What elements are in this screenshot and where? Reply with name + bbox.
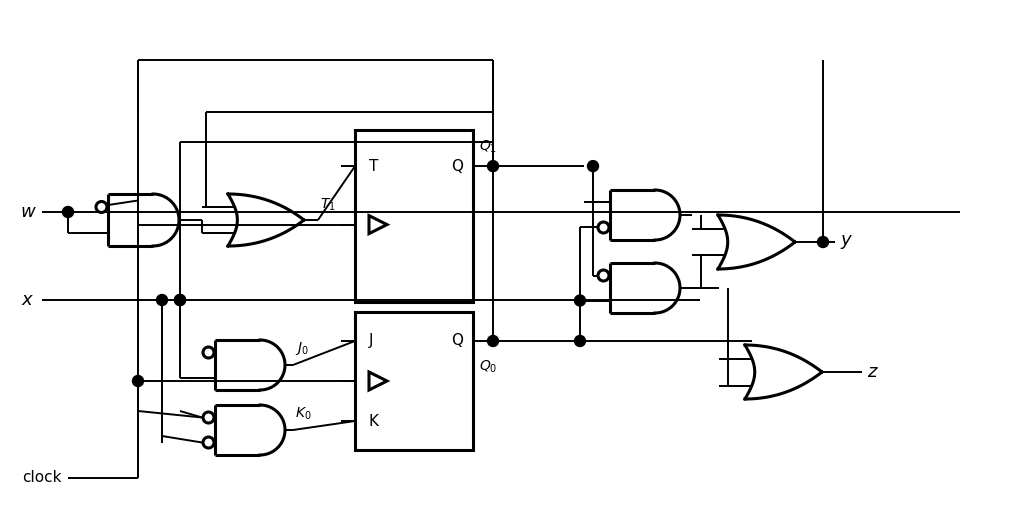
Circle shape [487,335,499,347]
Circle shape [157,295,168,305]
Circle shape [96,201,106,213]
Circle shape [598,270,609,281]
Text: J: J [369,333,374,349]
Circle shape [174,295,185,305]
Text: $Q_1$: $Q_1$ [479,139,498,155]
Text: $x$: $x$ [22,291,35,309]
Text: $y$: $y$ [840,233,853,251]
Circle shape [174,295,185,305]
Circle shape [203,437,214,448]
Text: $J_0$: $J_0$ [295,340,309,357]
Circle shape [203,412,214,423]
Text: $z$: $z$ [867,363,879,381]
Text: $w$: $w$ [19,203,37,221]
Text: $Q_0$: $Q_0$ [479,359,498,375]
Text: clock: clock [23,471,61,485]
Circle shape [598,222,609,233]
Bar [355,130,473,302]
Bar [355,312,473,450]
Text: Q: Q [451,333,463,349]
Circle shape [487,161,499,172]
Circle shape [62,207,74,217]
Circle shape [203,347,214,358]
Circle shape [132,375,143,386]
Text: $K_0$: $K_0$ [295,405,311,422]
Text: T: T [369,158,379,174]
Circle shape [574,335,586,347]
Text: Q: Q [451,158,463,174]
Text: K: K [369,413,379,429]
Circle shape [588,161,598,172]
Text: $T_1$: $T_1$ [319,197,336,213]
Circle shape [574,295,586,306]
Circle shape [817,236,828,248]
